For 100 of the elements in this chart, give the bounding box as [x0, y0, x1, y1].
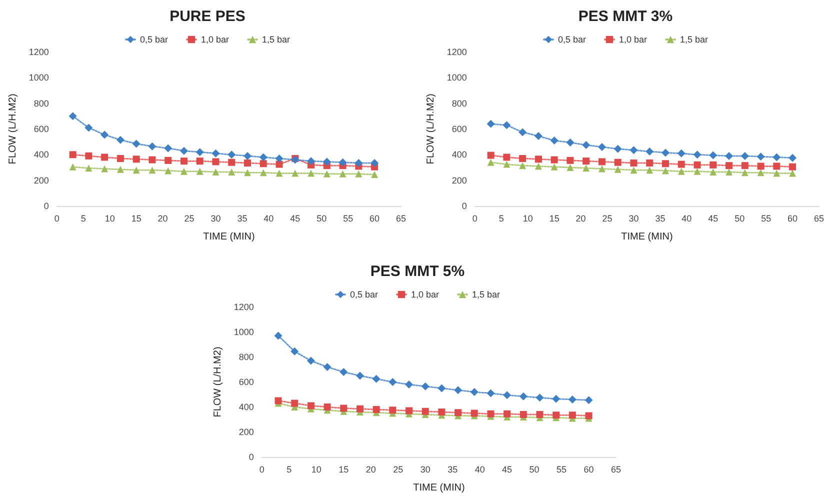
- point: [725, 152, 734, 160]
- point: [693, 150, 702, 159]
- legend-label: 1,5 bar: [472, 290, 500, 300]
- point: [568, 396, 576, 404]
- x-tick-label: 45: [708, 214, 718, 224]
- point: [322, 158, 331, 166]
- legend-label: 0,5 bar: [140, 34, 168, 44]
- x-tick-label: 60: [584, 464, 594, 474]
- point: [773, 162, 780, 170]
- legend-label: 1,0 bar: [410, 290, 440, 300]
- point: [788, 154, 797, 162]
- point: [244, 169, 251, 176]
- point: [582, 158, 590, 165]
- point: [372, 406, 380, 413]
- x-tick-label: 10: [104, 214, 115, 224]
- x-tick-label: 10: [522, 214, 533, 224]
- point: [116, 136, 124, 144]
- y-tick-label: 800: [34, 98, 49, 108]
- point: [389, 406, 396, 414]
- y-tick-label: 0: [462, 201, 467, 211]
- point: [438, 384, 446, 392]
- point: [260, 160, 267, 168]
- legend-label: 0,5 bar: [350, 290, 378, 300]
- point: [196, 168, 204, 175]
- point: [323, 363, 332, 371]
- x-tick-label: 45: [502, 464, 512, 474]
- x-tick-label: 50: [316, 214, 327, 224]
- y-tick-label: 600: [238, 377, 254, 387]
- point: [370, 159, 379, 168]
- point: [503, 160, 510, 168]
- y-tick-label: 200: [34, 175, 49, 186]
- point: [756, 152, 765, 161]
- point: [406, 407, 412, 414]
- point: [582, 141, 590, 150]
- x-tick-label: 15: [549, 214, 560, 224]
- x-tick-label: 50: [529, 464, 540, 474]
- y-axis-title: FLOW (L/H.M2): [426, 94, 436, 164]
- y-tick-label: 400: [34, 150, 49, 160]
- point: [582, 164, 590, 172]
- point: [164, 167, 172, 174]
- point: [228, 158, 236, 166]
- point: [694, 161, 701, 168]
- point: [291, 400, 298, 407]
- point: [614, 144, 622, 153]
- y-tick-label: 1200: [28, 47, 49, 57]
- point: [646, 147, 654, 156]
- point: [789, 163, 796, 170]
- point: [276, 160, 283, 168]
- point: [274, 332, 282, 340]
- point: [534, 162, 542, 170]
- point: [694, 168, 701, 175]
- y-tick-label: 600: [452, 124, 467, 134]
- y-tick-label: 800: [452, 98, 467, 108]
- point: [259, 153, 268, 162]
- point: [678, 168, 685, 175]
- x-axis-title: TIME (MIN): [621, 232, 673, 242]
- point: [340, 368, 348, 376]
- x-tick-label: 0: [259, 464, 264, 474]
- point: [741, 162, 748, 170]
- point: [710, 168, 717, 176]
- y-tick-label: 1000: [234, 327, 254, 337]
- point: [773, 170, 780, 177]
- point: [566, 164, 574, 171]
- y-tick-label: 1000: [28, 72, 49, 83]
- point: [212, 149, 220, 158]
- x-tick-label: 45: [290, 214, 300, 224]
- legend-label: 0,5 bar: [558, 34, 586, 44]
- point: [614, 166, 622, 173]
- point: [710, 161, 717, 168]
- point: [552, 394, 560, 403]
- y-axis-title: FLOW (L/H.M2): [212, 346, 224, 418]
- point: [290, 347, 299, 356]
- x-tick-label: 10: [311, 464, 322, 474]
- point: [503, 154, 510, 161]
- point: [212, 158, 220, 166]
- point: [148, 142, 156, 150]
- y-tick-label: 200: [452, 175, 467, 186]
- point: [550, 163, 558, 170]
- legend-label: 1,5 bar: [262, 34, 290, 44]
- point: [520, 411, 527, 418]
- chart-title: PURE PES: [170, 8, 246, 25]
- point: [132, 140, 140, 148]
- x-tick-label: 40: [264, 214, 274, 224]
- point: [101, 154, 108, 161]
- x-tick-label: 0: [472, 214, 478, 224]
- point: [438, 408, 446, 416]
- point: [180, 158, 188, 165]
- y-tick-label: 200: [238, 427, 254, 437]
- point: [566, 156, 574, 164]
- y-tick-label: 0: [44, 201, 49, 211]
- point: [662, 167, 669, 174]
- point: [661, 148, 670, 157]
- point: [740, 152, 749, 160]
- point: [486, 389, 495, 398]
- point: [630, 166, 638, 174]
- point: [568, 412, 576, 419]
- point: [614, 158, 622, 166]
- y-tick-label: 1200: [234, 302, 254, 312]
- point: [148, 156, 156, 164]
- point: [196, 148, 204, 156]
